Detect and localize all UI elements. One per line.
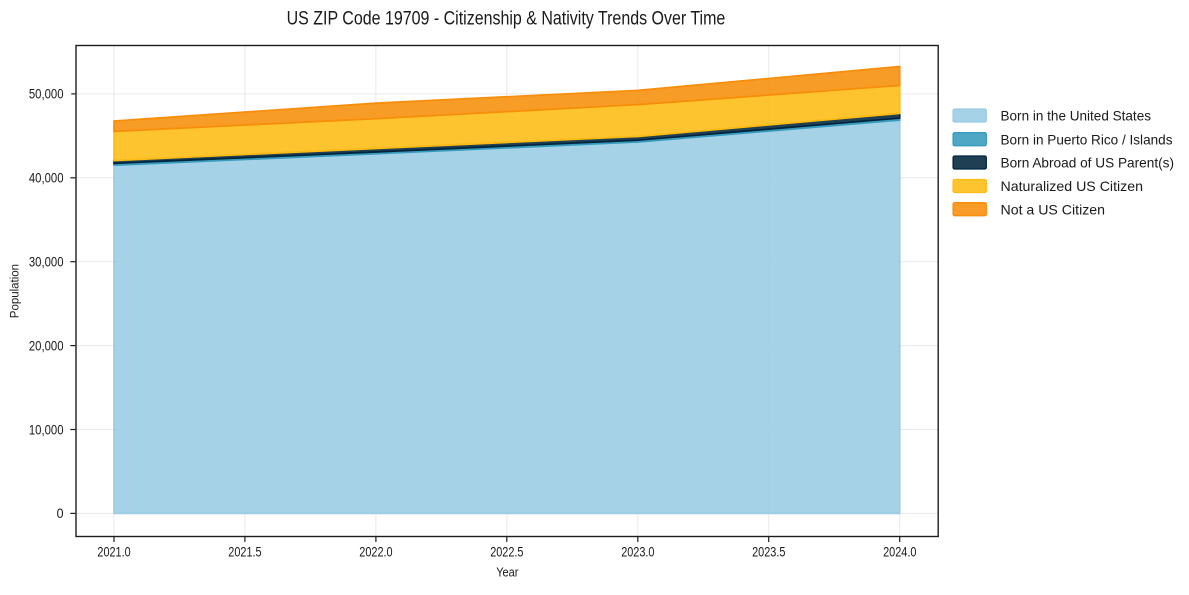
svg-text:2021.5: 2021.5	[228, 544, 261, 559]
svg-text:Population: Population	[7, 264, 21, 318]
svg-text:30,000: 30,000	[29, 255, 64, 270]
svg-text:Naturalized US Citizen: Naturalized US Citizen	[1001, 178, 1144, 194]
svg-text:2022.5: 2022.5	[490, 544, 523, 559]
svg-text:2023.5: 2023.5	[752, 544, 785, 559]
svg-text:50,000: 50,000	[29, 87, 64, 102]
svg-text:Born Abroad of US Parent(s): Born Abroad of US Parent(s)	[1001, 155, 1175, 171]
svg-text:2024.0: 2024.0	[883, 544, 917, 559]
svg-text:Born in the United States: Born in the United States	[1001, 108, 1152, 124]
svg-text:Not a US Citizen: Not a US Citizen	[1001, 201, 1106, 217]
svg-text:2021.0: 2021.0	[97, 544, 131, 559]
svg-text:Born in Puerto Rico / Islands: Born in Puerto Rico / Islands	[1001, 131, 1173, 147]
svg-text:20,000: 20,000	[29, 338, 64, 353]
svg-text:2023.0: 2023.0	[621, 544, 655, 559]
svg-text:10,000: 10,000	[29, 422, 64, 437]
svg-text:Year: Year	[496, 565, 518, 579]
svg-text:2022.0: 2022.0	[359, 544, 393, 559]
svg-text:0: 0	[57, 506, 64, 521]
svg-text:US ZIP Code 19709 - Citizenshi: US ZIP Code 19709 - Citizenship & Nativi…	[287, 9, 726, 30]
svg-text:40,000: 40,000	[29, 171, 64, 186]
